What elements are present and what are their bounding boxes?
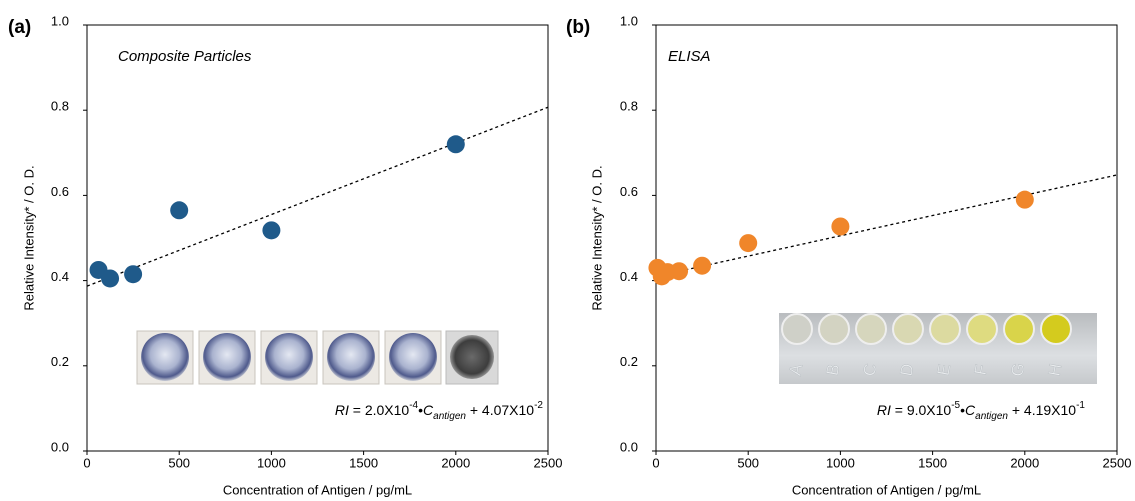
plot-frame xyxy=(86,24,549,452)
y-tick-label: 0.6 xyxy=(51,184,69,199)
equation: RI = 2.0X10-4•Cantigen + 4.07X10-2 xyxy=(335,400,544,422)
data-point xyxy=(101,269,120,288)
equation-part: • xyxy=(960,402,965,418)
data-point xyxy=(1015,190,1034,209)
data-point xyxy=(170,201,189,220)
panel-label: (b) xyxy=(566,17,590,38)
x-axis-title: Concentration of Antigen / pg/mL xyxy=(223,482,412,497)
y-tick-label: 0.2 xyxy=(620,354,638,369)
equation-part: + 4.19X10 xyxy=(1008,402,1076,418)
x-tick-label: 0 xyxy=(652,455,659,470)
equation-part: + 4.07X10 xyxy=(466,402,534,418)
equation-part: -4 xyxy=(409,400,418,411)
equation-part: C xyxy=(423,402,434,418)
well-letter: H xyxy=(1045,362,1066,377)
x-tick-label: 500 xyxy=(168,455,190,470)
data-point xyxy=(446,135,465,154)
data-point xyxy=(670,262,689,281)
equation-part: antigen xyxy=(975,411,1008,422)
data-point xyxy=(831,217,850,236)
x-tick-label: 0 xyxy=(83,455,90,470)
chart-panel: 0.0 0.2 0.4 0.6 0.8 1.0 0 500 1000 1500 2000 2500 Co… xyxy=(8,13,562,497)
inset-photo-a xyxy=(136,330,499,385)
inset-photo-b: A B C D E F G H xyxy=(779,313,1097,384)
y-tick-label: 0.4 xyxy=(51,269,69,284)
x-tick-label: 2500 xyxy=(534,455,563,470)
y-axis-title: Relative Intensity* / O. D. xyxy=(21,165,36,310)
panel-title: Composite Particles xyxy=(118,48,252,65)
x-axis-title: Concentration of Antigen / pg/mL xyxy=(792,482,981,497)
equation-part: -5 xyxy=(951,400,960,411)
equation-part: RI xyxy=(877,402,891,418)
equation-part: C xyxy=(965,402,976,418)
y-axis-title: Relative Intensity* / O. D. xyxy=(589,165,604,310)
equation-part: RI xyxy=(335,402,349,418)
data-point xyxy=(124,265,143,284)
well-letter: D xyxy=(897,362,918,377)
equation: RI = 9.0X10-5•Cantigen + 4.19X10-1 xyxy=(877,400,1086,422)
well-letter: E xyxy=(934,363,955,377)
panel-label: (a) xyxy=(8,17,31,38)
well-letter: F xyxy=(971,363,992,377)
y-tick-label: 0.2 xyxy=(51,354,69,369)
y-tick-label: 1.0 xyxy=(51,13,69,28)
x-tick-label: 1000 xyxy=(257,455,286,470)
data-point xyxy=(262,221,281,240)
trend-line xyxy=(655,174,1118,277)
equation-part: antigen xyxy=(433,411,466,422)
x-tick-label: 1000 xyxy=(826,455,855,470)
x-tick-label: 500 xyxy=(737,455,759,470)
chart-panel: 0.0 0.2 0.4 0.6 0.8 1.0 0 500 1000 1500 2000 2500 Co… xyxy=(566,13,1131,497)
y-tick-label: 0.8 xyxy=(51,99,69,114)
x-tick-label: 2000 xyxy=(441,455,470,470)
y-tick-label: 0.8 xyxy=(620,99,638,114)
y-tick-label: 0.4 xyxy=(620,269,638,284)
x-tick-label: 2500 xyxy=(1103,455,1132,470)
equation-part: -2 xyxy=(534,400,543,411)
well-letter: A xyxy=(786,362,807,377)
panel-title: ELISA xyxy=(668,48,711,65)
x-tick-label: 1500 xyxy=(918,455,947,470)
y-tick-label: 0.0 xyxy=(51,439,69,454)
x-tick-label: 1500 xyxy=(349,455,378,470)
equation-part: = 9.0X10 xyxy=(891,402,952,418)
data-point xyxy=(693,256,712,275)
equation-part: = 2.0X10 xyxy=(349,402,410,418)
well-letter: G xyxy=(1007,362,1028,378)
y-tick-label: 1.0 xyxy=(620,13,638,28)
equation-part: -1 xyxy=(1076,400,1085,411)
x-tick-label: 2000 xyxy=(1010,455,1039,470)
well-letter: B xyxy=(823,363,844,377)
well-letter: C xyxy=(860,362,881,377)
y-tick-label: 0.0 xyxy=(620,439,638,454)
y-tick-label: 0.6 xyxy=(620,184,638,199)
trend-line xyxy=(86,106,549,287)
plot-frame xyxy=(655,24,1118,452)
data-point xyxy=(739,234,758,253)
equation-part: • xyxy=(418,402,423,418)
